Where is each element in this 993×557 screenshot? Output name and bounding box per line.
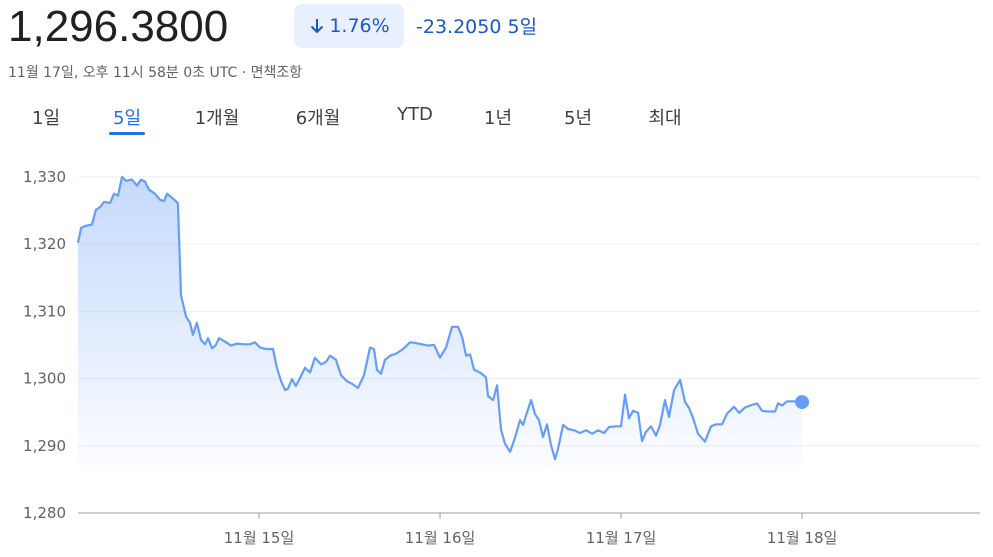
change-value: -23.2050: [416, 16, 502, 38]
range-tab[interactable]: 5일: [108, 104, 146, 135]
x-tick-label: 11월 16일: [405, 529, 476, 547]
last-point: [795, 395, 810, 410]
y-tick-label: 1,290: [23, 437, 66, 455]
change-period: 5일: [507, 16, 538, 38]
y-tick-label: 1,330: [23, 168, 66, 186]
range-tab[interactable]: 6개월: [295, 108, 341, 129]
range-tab[interactable]: 5년: [563, 108, 593, 129]
down-arrow-icon: [311, 19, 324, 34]
price: 1,296.3800: [8, 2, 229, 51]
range-tab[interactable]: 1년: [483, 108, 513, 129]
y-tick-label: 1,310: [23, 302, 66, 320]
change: -23.2050 5일: [416, 12, 537, 39]
y-tick-label: 1,300: [23, 370, 66, 388]
x-tick-label: 11월 18일: [767, 529, 838, 547]
percent-change: 1.76%: [329, 15, 390, 37]
range-tab[interactable]: 1일: [31, 108, 61, 129]
x-tick-label: 11월 17일: [586, 529, 657, 547]
x-tick-label: 11월 15일: [224, 529, 295, 547]
y-tick-label: 1,280: [23, 504, 66, 522]
range-tab[interactable]: YTD: [397, 104, 433, 125]
price-line: [76, 175, 803, 461]
range-tab[interactable]: 최대: [648, 108, 682, 129]
percent-change-badge: 1.76%: [294, 4, 404, 48]
disclaimer-link[interactable]: 면책조항: [250, 65, 303, 81]
area-fill: [78, 176, 803, 471]
timestamp-line: 11월 17일, 오후 11시 58분 0초 UTC · 면책조항: [8, 62, 302, 82]
range-tab[interactable]: 1개월: [194, 108, 240, 129]
y-tick-label: 1,320: [23, 235, 66, 253]
timestamp: 11월 17일, 오후 11시 58분 0초 UTC ·: [8, 65, 251, 81]
